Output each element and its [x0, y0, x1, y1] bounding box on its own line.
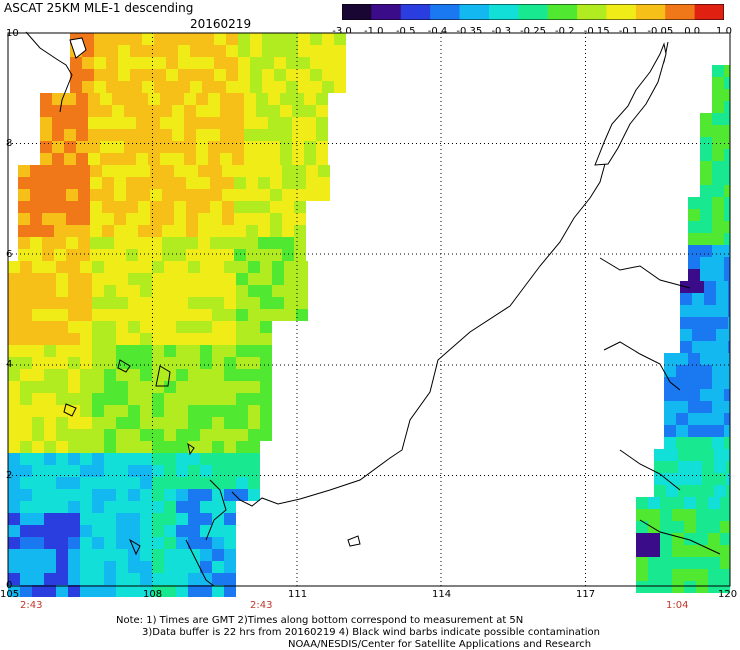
lon-label-105: 105 [0, 589, 20, 600]
colorbar-tick-label: -0.05 [647, 26, 673, 37]
lon-label-120: 120 [718, 589, 738, 600]
colorbar-cell [665, 4, 696, 20]
colorbar-tick-label: -0.15 [584, 26, 610, 37]
lat-lon-grid [8, 33, 730, 586]
colorbar-cell [577, 4, 608, 20]
colorbar-tick-label: -3.0 [332, 26, 352, 37]
colorbar-tick-label: -0.1 [619, 26, 639, 37]
lat-label-4: 4 [6, 359, 13, 370]
colorbar-tick-label: -0.2 [555, 26, 575, 37]
colorbar-cell [430, 4, 461, 20]
lat-label-10: 10 [6, 28, 19, 39]
colorbar-cell [342, 4, 372, 20]
colorbar-tick-label: -0.5 [396, 26, 416, 37]
footer-credit: NOAA/NESDIS/Center for Satellite Applica… [288, 639, 592, 650]
colorbar-cell [488, 4, 519, 20]
colorbar-cell [459, 4, 490, 20]
colorbar-tick-label: -1.0 [364, 26, 384, 37]
time-label-2: 2:43 [250, 600, 273, 611]
colorbar-cell [694, 4, 724, 20]
lat-label-8: 8 [6, 138, 13, 149]
colorbar-tick-label: 1.0 [716, 26, 732, 37]
colorbar-labels: -3.0 -1.0 -0.5 -0.4 -0.35 -0.3 -0.25 -0.2 -0.15-… [332, 26, 732, 37]
lon-label-117: 117 [576, 589, 596, 600]
colorbar [342, 4, 724, 20]
colorbar-tick-label: -0.25 [520, 26, 546, 37]
colorbar-tick-label: -0.3 [491, 26, 511, 37]
ascat-swaths [8, 33, 730, 597]
colorbar-cell [606, 4, 637, 20]
colorbar-tick-label: 0.0 [684, 26, 700, 37]
lat-label-0: 0 [6, 580, 13, 591]
lon-label-111: 111 [288, 589, 308, 600]
map-frame [7, 32, 731, 587]
time-label-1: 2:43 [20, 600, 43, 611]
colorbar-tick-label: -0.4 [428, 26, 448, 37]
colorbar-cell [400, 4, 431, 20]
lat-label-2: 2 [6, 470, 13, 481]
colorbar-cell [518, 4, 549, 20]
coastlines [25, 31, 721, 587]
colorbar-cell [371, 4, 402, 20]
footer-note-2: 3)Data buffer is 22 hrs from 20160219 4)… [142, 627, 600, 638]
product-date: 20160219 [190, 17, 252, 31]
lon-label-108: 108 [143, 589, 163, 600]
lon-label-114: 114 [432, 589, 452, 600]
wind-map [7, 31, 731, 597]
time-label-3: 1:04 [666, 600, 689, 611]
product-title: ASCAT 25KM MLE-1 descending [4, 1, 194, 15]
colorbar-cell [547, 4, 578, 20]
colorbar-cell [635, 4, 666, 20]
lat-label-6: 6 [6, 249, 13, 260]
colorbar-tick-label: -0.35 [456, 26, 482, 37]
footer-note-1: Note: 1) Times are GMT 2)Times along bot… [116, 615, 524, 626]
